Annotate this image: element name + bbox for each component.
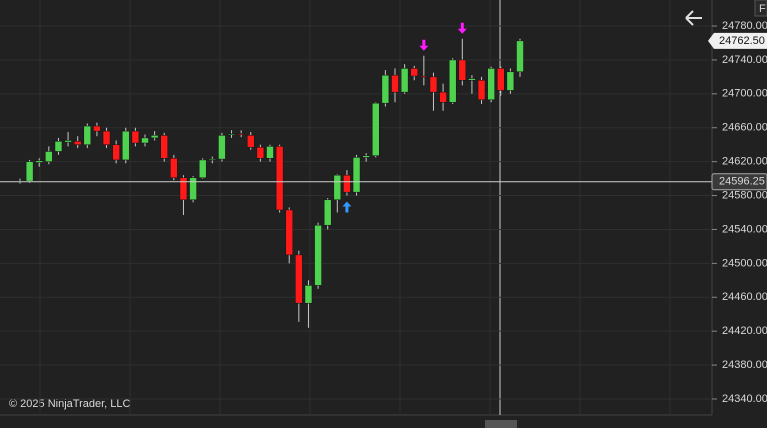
candle-body	[333, 174, 342, 201]
candle-body	[122, 130, 130, 161]
candle-body	[420, 75, 428, 78]
candle-body	[237, 133, 245, 135]
candle-body	[468, 78, 476, 81]
y-tick-label: 24740.00	[722, 54, 767, 66]
candle-body	[54, 141, 63, 152]
y-tick-label: 24780.00	[722, 20, 767, 32]
candle-body	[391, 74, 399, 93]
candle-body	[352, 157, 361, 193]
candle-body	[93, 125, 101, 132]
candle-body	[112, 144, 120, 161]
candle-body	[64, 140, 72, 143]
candle-body	[314, 224, 322, 286]
candle-body	[247, 135, 255, 148]
candle-body	[102, 130, 111, 145]
candle-body	[141, 137, 149, 144]
candle-body	[487, 68, 495, 101]
corner-box	[754, 0, 767, 17]
scrollbar-thumb[interactable]	[485, 420, 517, 428]
candle-body	[227, 133, 236, 135]
y-tick-label: 24700.00	[722, 88, 767, 100]
candle-body	[189, 177, 197, 201]
candle-body	[285, 209, 293, 256]
candle-body	[410, 68, 418, 77]
signal-arrow	[342, 201, 352, 213]
y-tick-label: 24420.00	[722, 325, 767, 337]
candle-body	[45, 151, 53, 162]
candle-body	[362, 155, 370, 158]
candle-body	[506, 71, 515, 91]
candle-body	[497, 68, 505, 91]
candle-body	[83, 125, 92, 145]
candle-body	[208, 158, 217, 161]
candle-body	[323, 199, 332, 226]
candle-body	[439, 91, 447, 103]
candle-body	[150, 135, 159, 139]
candle-body	[448, 59, 457, 103]
candle-body	[266, 146, 274, 159]
last-price-label: 24762.50	[719, 35, 765, 47]
last-price-box	[708, 32, 767, 49]
signal-arrow	[457, 22, 467, 34]
candle-body	[35, 160, 43, 163]
candle-body	[179, 177, 188, 201]
corner-label: F	[759, 3, 766, 15]
copyright: © 2025 NinjaTrader, LLC	[9, 398, 130, 410]
candle-body	[477, 80, 486, 101]
candle-body	[304, 285, 313, 304]
back-button[interactable]	[685, 10, 702, 26]
candle-body	[160, 135, 168, 159]
signal-arrow	[419, 39, 429, 51]
crosshair-price-label: 24596.25	[719, 176, 765, 188]
candle-body	[516, 40, 524, 73]
candle-body	[275, 146, 284, 211]
candle-body	[218, 135, 226, 160]
y-tick-label: 24340.00	[722, 393, 767, 405]
y-tick-label: 24380.00	[722, 359, 767, 371]
y-tick-label: 24620.00	[722, 156, 767, 168]
y-tick-label: 24500.00	[722, 257, 767, 269]
candle-body	[198, 159, 207, 178]
candle-body	[343, 174, 351, 193]
candle-body	[170, 158, 178, 178]
candle-body	[25, 161, 34, 182]
y-tick-label: 24580.00	[722, 189, 767, 201]
y-tick-label: 24460.00	[722, 291, 767, 303]
candle-body	[73, 141, 82, 145]
candle-body	[458, 59, 467, 81]
candle-body	[131, 130, 140, 144]
y-tick-label: 24540.00	[722, 223, 767, 235]
y-tick-label: 24660.00	[722, 122, 767, 134]
crosshair-price-box	[711, 173, 767, 191]
candle-body	[295, 254, 303, 304]
candle-body	[381, 74, 390, 104]
candle-body	[400, 68, 409, 93]
candle-body	[256, 146, 265, 159]
candle-body	[372, 102, 380, 156]
candle-body	[429, 76, 438, 93]
